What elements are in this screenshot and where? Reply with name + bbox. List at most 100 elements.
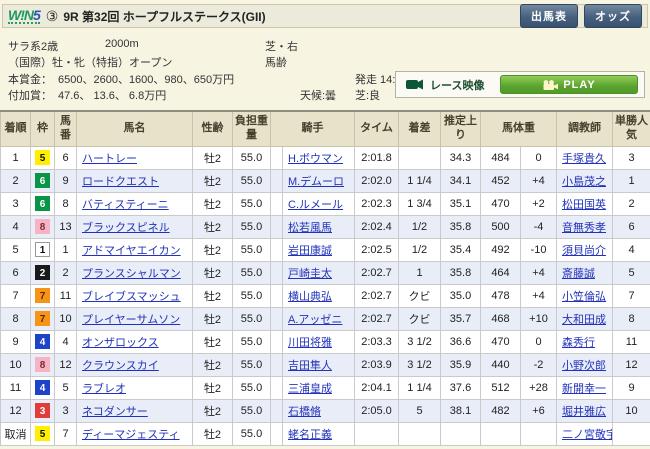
jockey-link[interactable]: M.デムーロ: [288, 175, 344, 188]
margin: 1 1/4: [398, 168, 441, 193]
horse-name-link[interactable]: クラウンスカイ: [82, 359, 159, 372]
margin: クビ: [398, 283, 441, 308]
jockey-cell: 蛯名正義: [282, 421, 355, 446]
time: 2:02.0: [354, 168, 399, 193]
jockey-link[interactable]: 川田将雅: [288, 336, 332, 349]
trainer-link[interactable]: 手塚貴久: [562, 152, 606, 165]
header-last3f: 推定上り: [440, 111, 481, 147]
carried-weight: 55.0: [232, 191, 271, 216]
jockey-link[interactable]: 戸崎圭太: [288, 267, 332, 280]
horse-number: 10: [54, 306, 77, 331]
blinker-cell: [270, 283, 283, 308]
horse-number: 3: [54, 398, 77, 423]
margin: 1: [398, 260, 441, 285]
body-weight-diff: +2: [520, 191, 557, 216]
horse-name-cell: アドマイヤエイカン: [76, 237, 193, 262]
trainer-link[interactable]: 森秀行: [562, 336, 595, 349]
jockey-link[interactable]: 蛯名正義: [288, 428, 332, 441]
trainer-link[interactable]: 堀井雅広: [562, 405, 606, 418]
jockey-link[interactable]: 岩田康誠: [288, 244, 332, 257]
trainer-cell: 大和田成: [556, 306, 613, 331]
horse-name-link[interactable]: ネコダンサー: [82, 405, 148, 418]
horse-name-link[interactable]: ラブレオ: [82, 382, 126, 395]
frame-badge: 7: [35, 288, 50, 303]
trainer-link[interactable]: 斎藤誠: [562, 267, 595, 280]
trainer-link[interactable]: 松田国英: [562, 198, 606, 211]
body-weight: 500: [480, 214, 521, 239]
trainer-link[interactable]: 小笠倫弘: [562, 290, 606, 303]
sex-age: 牡2: [192, 421, 233, 446]
frame-cell: 6: [30, 191, 55, 216]
entries-button[interactable]: 出馬表: [520, 4, 578, 28]
carried-weight: 55.0: [232, 214, 271, 239]
trainer-link[interactable]: 小野次郎: [562, 359, 606, 372]
jockey-link[interactable]: 三浦皇成: [288, 382, 332, 395]
horse-name-link[interactable]: アドマイヤエイカン: [82, 244, 181, 257]
margin: 1/2: [398, 214, 441, 239]
last-3f: 35.4: [440, 237, 481, 262]
sex-age: 牡2: [192, 237, 233, 262]
race-distance: 2000m: [105, 38, 139, 50]
sex-age: 牡2: [192, 145, 233, 170]
jockey-link[interactable]: H.ボウマン: [288, 152, 343, 165]
time: 2:02.7: [354, 306, 399, 331]
time: 2:03.3: [354, 329, 399, 354]
header-pop: 単勝人気: [612, 111, 650, 147]
results-tbody: 1 5 6 ハートレー 牡2 55.0 H.ボウマン 2:01.8 34.3 4…: [0, 145, 650, 446]
horse-name-link[interactable]: ロードクエスト: [82, 175, 159, 188]
carried-weight: 55.0: [232, 398, 271, 423]
horse-name-link[interactable]: ブレイブスマッシュ: [82, 290, 181, 303]
trainer-cell: 森秀行: [556, 329, 613, 354]
trainer-cell: 小島茂之: [556, 168, 613, 193]
horse-name-link[interactable]: プレイヤーサムソン: [82, 313, 181, 326]
jockey-link[interactable]: A.アッゼニ: [288, 313, 343, 326]
frame-badge: 8: [35, 357, 50, 372]
horse-name-link[interactable]: バティスティーニ: [82, 198, 169, 211]
horse-name-link[interactable]: プランスシャルマン: [82, 267, 181, 280]
header-weight: 負担重量: [232, 111, 271, 147]
trainer-link[interactable]: 小島茂之: [562, 175, 606, 188]
horse-name-link[interactable]: ブラックスピネル: [82, 221, 170, 234]
last-3f: 35.8: [440, 214, 481, 239]
header-trainer: 調教師: [556, 111, 613, 147]
play-button[interactable]: PLAY: [500, 75, 638, 94]
last-3f: 35.1: [440, 191, 481, 216]
race-conditions: （国際）牡・牝（特指）オープン: [8, 57, 173, 69]
horse-name-link[interactable]: オンザロックス: [82, 336, 159, 349]
finish-position: 4: [0, 214, 31, 239]
turf-condition: 芝:良: [355, 90, 381, 102]
last-3f: 36.6: [440, 329, 481, 354]
blinker-cell: [270, 260, 283, 285]
carried-weight: 55.0: [232, 145, 271, 170]
win-popularity: [612, 421, 650, 446]
horse-name-cell: ハートレー: [76, 145, 193, 170]
horse-name-link[interactable]: ハートレー: [82, 152, 137, 165]
trainer-link[interactable]: 二ノ宮敬宇: [562, 428, 613, 441]
jockey-link[interactable]: 横山典弘: [288, 290, 332, 303]
jockey-link[interactable]: 松若風馬: [288, 221, 332, 234]
trainer-link[interactable]: 須貝尚介: [562, 244, 606, 257]
last-3f: [440, 421, 481, 446]
body-weight-diff: +4: [520, 283, 557, 308]
trainer-link[interactable]: 大和田成: [562, 313, 606, 326]
body-weight: 468: [480, 306, 521, 331]
jockey-link[interactable]: C.ルメール: [288, 198, 343, 211]
trainer-link[interactable]: 新開幸一: [562, 382, 606, 395]
horse-number: 4: [54, 329, 77, 354]
header-frame: 枠: [30, 111, 55, 147]
body-weight-diff: [520, 421, 557, 446]
margin: 1 3/4: [398, 191, 441, 216]
jockey-cell: 三浦皇成: [282, 375, 355, 400]
frame-cell: 2: [30, 260, 55, 285]
trainer-link[interactable]: 音無秀孝: [562, 221, 606, 234]
jockey-link[interactable]: 石橋脩: [288, 405, 321, 418]
trainer-cell: 小野次郎: [556, 352, 613, 377]
horse-name-link[interactable]: ディーマジェスティ: [82, 428, 180, 441]
jockey-link[interactable]: 吉田隼人: [288, 359, 332, 372]
time: 2:04.1: [354, 375, 399, 400]
blinker-cell: [270, 352, 283, 377]
odds-button[interactable]: オッズ: [584, 4, 642, 28]
results-header-row: 着順 枠 馬番 馬名 性齢 負担重量 騎手 タイム 着差 推定上り 馬体重 調教…: [0, 111, 650, 147]
frame-cell: 7: [30, 306, 55, 331]
header-name: 馬名: [76, 111, 193, 147]
